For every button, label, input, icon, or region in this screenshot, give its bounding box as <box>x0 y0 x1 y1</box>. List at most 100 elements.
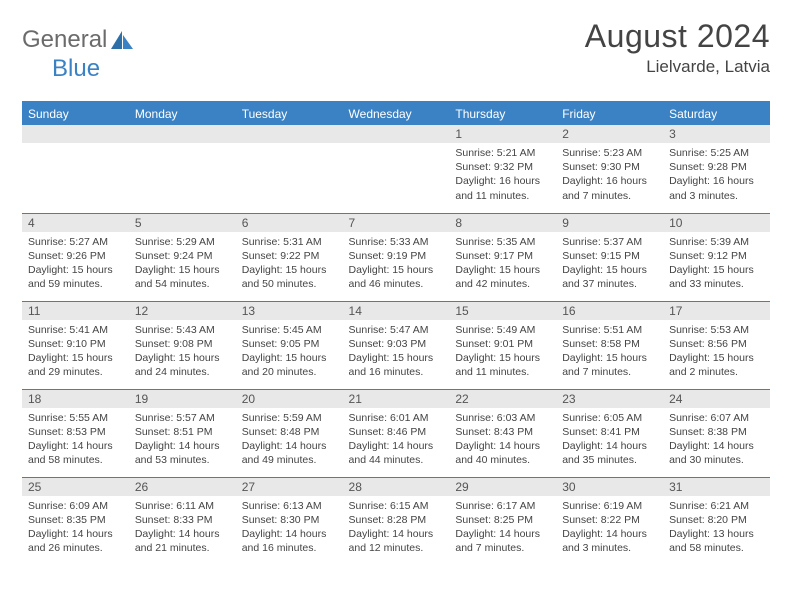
sunrise-text: Sunrise: 5:25 AM <box>669 146 764 160</box>
sunrise-text: Sunrise: 5:23 AM <box>562 146 657 160</box>
weekday-header: Wednesday <box>343 102 450 125</box>
day-number: 21 <box>343 390 450 408</box>
calendar-day-cell: 15Sunrise: 5:49 AMSunset: 9:01 PMDayligh… <box>449 301 556 389</box>
sunrise-text: Sunrise: 6:15 AM <box>349 499 444 513</box>
sunset-text: Sunset: 8:58 PM <box>562 337 657 351</box>
day-number: 31 <box>663 478 770 496</box>
day-number: 28 <box>343 478 450 496</box>
daylight-text: Daylight: 16 hours and 11 minutes. <box>455 174 550 202</box>
daylight-text: Daylight: 14 hours and 35 minutes. <box>562 439 657 467</box>
sunset-text: Sunset: 9:01 PM <box>455 337 550 351</box>
day-info-empty <box>343 143 450 203</box>
sunrise-text: Sunrise: 6:01 AM <box>349 411 444 425</box>
day-number: 8 <box>449 214 556 232</box>
calendar-day-cell: 7Sunrise: 5:33 AMSunset: 9:19 PMDaylight… <box>343 213 450 301</box>
day-info: Sunrise: 6:05 AMSunset: 8:41 PMDaylight:… <box>556 408 663 472</box>
sunrise-text: Sunrise: 5:45 AM <box>242 323 337 337</box>
sunset-text: Sunset: 9:24 PM <box>135 249 230 263</box>
day-number: 18 <box>22 390 129 408</box>
calendar-day-cell: 24Sunrise: 6:07 AMSunset: 8:38 PMDayligh… <box>663 389 770 477</box>
day-number: 17 <box>663 302 770 320</box>
logo-text-blue: Blue <box>52 55 100 82</box>
calendar-table: Sunday Monday Tuesday Wednesday Thursday… <box>22 101 770 565</box>
sunrise-text: Sunrise: 5:39 AM <box>669 235 764 249</box>
daylight-text: Daylight: 14 hours and 7 minutes. <box>455 527 550 555</box>
day-info: Sunrise: 5:59 AMSunset: 8:48 PMDaylight:… <box>236 408 343 472</box>
calendar-day-cell: 22Sunrise: 6:03 AMSunset: 8:43 PMDayligh… <box>449 389 556 477</box>
calendar-day-cell: 1Sunrise: 5:21 AMSunset: 9:32 PMDaylight… <box>449 125 556 213</box>
calendar-day-cell: 27Sunrise: 6:13 AMSunset: 8:30 PMDayligh… <box>236 477 343 565</box>
logo-sail-icon <box>111 31 133 49</box>
daylight-text: Daylight: 14 hours and 44 minutes. <box>349 439 444 467</box>
day-info: Sunrise: 6:17 AMSunset: 8:25 PMDaylight:… <box>449 496 556 560</box>
day-number: 3 <box>663 125 770 143</box>
sunrise-text: Sunrise: 5:59 AM <box>242 411 337 425</box>
day-number-empty <box>236 125 343 143</box>
sunset-text: Sunset: 9:03 PM <box>349 337 444 351</box>
daylight-text: Daylight: 14 hours and 53 minutes. <box>135 439 230 467</box>
sunrise-text: Sunrise: 6:03 AM <box>455 411 550 425</box>
day-number: 30 <box>556 478 663 496</box>
sunrise-text: Sunrise: 5:31 AM <box>242 235 337 249</box>
calendar-day-cell: 6Sunrise: 5:31 AMSunset: 9:22 PMDaylight… <box>236 213 343 301</box>
sunrise-text: Sunrise: 6:21 AM <box>669 499 764 513</box>
sunset-text: Sunset: 9:17 PM <box>455 249 550 263</box>
weekday-header: Monday <box>129 102 236 125</box>
sunrise-text: Sunrise: 5:55 AM <box>28 411 123 425</box>
day-info: Sunrise: 6:11 AMSunset: 8:33 PMDaylight:… <box>129 496 236 560</box>
title-block: August 2024 Lielvarde, Latvia <box>585 18 770 77</box>
calendar-day-cell: 14Sunrise: 5:47 AMSunset: 9:03 PMDayligh… <box>343 301 450 389</box>
weekday-header: Sunday <box>22 102 129 125</box>
sunset-text: Sunset: 9:19 PM <box>349 249 444 263</box>
daylight-text: Daylight: 13 hours and 58 minutes. <box>669 527 764 555</box>
day-info: Sunrise: 5:35 AMSunset: 9:17 PMDaylight:… <box>449 232 556 296</box>
sunrise-text: Sunrise: 5:47 AM <box>349 323 444 337</box>
sunrise-text: Sunrise: 5:49 AM <box>455 323 550 337</box>
sunrise-text: Sunrise: 5:37 AM <box>562 235 657 249</box>
weekday-header: Saturday <box>663 102 770 125</box>
calendar-day-cell: 21Sunrise: 6:01 AMSunset: 8:46 PMDayligh… <box>343 389 450 477</box>
day-info-empty <box>22 143 129 203</box>
day-info: Sunrise: 5:23 AMSunset: 9:30 PMDaylight:… <box>556 143 663 207</box>
sunset-text: Sunset: 9:28 PM <box>669 160 764 174</box>
day-number: 12 <box>129 302 236 320</box>
day-info: Sunrise: 6:15 AMSunset: 8:28 PMDaylight:… <box>343 496 450 560</box>
daylight-text: Daylight: 15 hours and 20 minutes. <box>242 351 337 379</box>
sunset-text: Sunset: 8:25 PM <box>455 513 550 527</box>
day-info: Sunrise: 5:45 AMSunset: 9:05 PMDaylight:… <box>236 320 343 384</box>
calendar-day-cell: 10Sunrise: 5:39 AMSunset: 9:12 PMDayligh… <box>663 213 770 301</box>
calendar-week-row: 11Sunrise: 5:41 AMSunset: 9:10 PMDayligh… <box>22 301 770 389</box>
weekday-header: Tuesday <box>236 102 343 125</box>
day-info: Sunrise: 5:41 AMSunset: 9:10 PMDaylight:… <box>22 320 129 384</box>
daylight-text: Daylight: 14 hours and 26 minutes. <box>28 527 123 555</box>
sunrise-text: Sunrise: 6:05 AM <box>562 411 657 425</box>
day-number: 14 <box>343 302 450 320</box>
day-number: 20 <box>236 390 343 408</box>
day-info: Sunrise: 5:53 AMSunset: 8:56 PMDaylight:… <box>663 320 770 384</box>
day-number: 10 <box>663 214 770 232</box>
day-info: Sunrise: 5:39 AMSunset: 9:12 PMDaylight:… <box>663 232 770 296</box>
day-info: Sunrise: 5:43 AMSunset: 9:08 PMDaylight:… <box>129 320 236 384</box>
day-number: 29 <box>449 478 556 496</box>
day-info: Sunrise: 5:25 AMSunset: 9:28 PMDaylight:… <box>663 143 770 207</box>
weekday-row: Sunday Monday Tuesday Wednesday Thursday… <box>22 102 770 125</box>
calendar-day-cell: 31Sunrise: 6:21 AMSunset: 8:20 PMDayligh… <box>663 477 770 565</box>
calendar-day-cell: 23Sunrise: 6:05 AMSunset: 8:41 PMDayligh… <box>556 389 663 477</box>
calendar-day-cell <box>343 125 450 213</box>
daylight-text: Daylight: 14 hours and 40 minutes. <box>455 439 550 467</box>
day-info: Sunrise: 6:01 AMSunset: 8:46 PMDaylight:… <box>343 408 450 472</box>
calendar-day-cell: 2Sunrise: 5:23 AMSunset: 9:30 PMDaylight… <box>556 125 663 213</box>
day-number: 15 <box>449 302 556 320</box>
sunset-text: Sunset: 9:30 PM <box>562 160 657 174</box>
sunset-text: Sunset: 8:43 PM <box>455 425 550 439</box>
calendar-day-cell: 20Sunrise: 5:59 AMSunset: 8:48 PMDayligh… <box>236 389 343 477</box>
day-number: 2 <box>556 125 663 143</box>
sunset-text: Sunset: 9:32 PM <box>455 160 550 174</box>
sunrise-text: Sunrise: 5:41 AM <box>28 323 123 337</box>
day-info: Sunrise: 6:03 AMSunset: 8:43 PMDaylight:… <box>449 408 556 472</box>
day-info: Sunrise: 6:21 AMSunset: 8:20 PMDaylight:… <box>663 496 770 560</box>
day-number: 6 <box>236 214 343 232</box>
daylight-text: Daylight: 14 hours and 12 minutes. <box>349 527 444 555</box>
calendar-day-cell: 28Sunrise: 6:15 AMSunset: 8:28 PMDayligh… <box>343 477 450 565</box>
daylight-text: Daylight: 15 hours and 50 minutes. <box>242 263 337 291</box>
